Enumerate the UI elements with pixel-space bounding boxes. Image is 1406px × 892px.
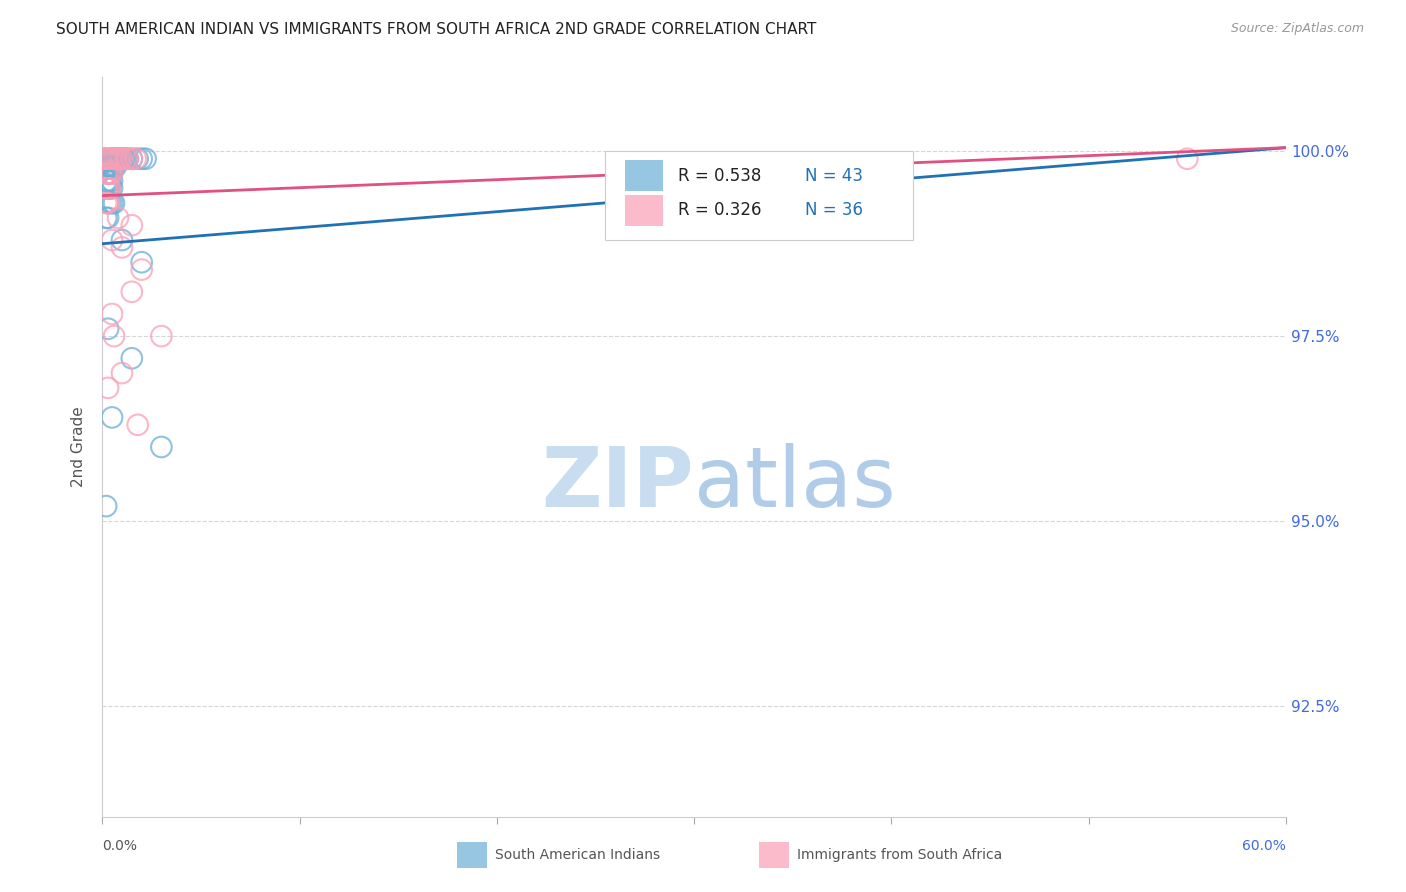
Point: [121, 152, 143, 166]
Point: [117, 152, 139, 166]
Text: 0.0%: 0.0%: [103, 838, 138, 853]
Point: [98, 174, 121, 188]
Point: [127, 152, 149, 166]
Point: [97, 167, 120, 181]
Point: [101, 181, 124, 195]
Text: R = 0.326: R = 0.326: [678, 202, 761, 219]
Point: [107, 152, 129, 166]
Text: R = 0.538: R = 0.538: [678, 167, 761, 185]
Point: [121, 285, 143, 299]
Point: [1175, 152, 1198, 166]
Point: [131, 262, 153, 277]
Point: [112, 152, 135, 166]
Point: [103, 152, 125, 166]
Point: [98, 152, 121, 166]
Point: [111, 240, 134, 254]
Point: [97, 174, 120, 188]
Y-axis label: 2nd Grade: 2nd Grade: [72, 407, 86, 487]
Point: [121, 351, 143, 366]
Point: [107, 152, 129, 166]
Text: 60.0%: 60.0%: [1241, 838, 1286, 853]
Point: [101, 233, 124, 247]
Point: [101, 167, 124, 181]
Point: [111, 152, 134, 166]
Point: [98, 181, 121, 195]
Point: [111, 233, 134, 247]
Bar: [626, 161, 664, 191]
Point: [96, 174, 118, 188]
Point: [101, 159, 124, 173]
Text: N = 36: N = 36: [806, 202, 863, 219]
Point: [97, 196, 120, 211]
Point: [108, 152, 131, 166]
Point: [103, 196, 125, 211]
Point: [97, 381, 120, 395]
Point: [96, 159, 118, 173]
Point: [121, 152, 143, 166]
Point: [98, 159, 121, 173]
Text: atlas: atlas: [695, 443, 896, 524]
Point: [97, 211, 120, 225]
Point: [117, 152, 139, 166]
Point: [103, 329, 125, 343]
Point: [98, 196, 121, 211]
Point: [107, 211, 129, 225]
Point: [115, 152, 138, 166]
Point: [135, 152, 157, 166]
Point: [111, 366, 134, 380]
Point: [131, 152, 153, 166]
Point: [125, 152, 148, 166]
Text: Source: ZipAtlas.com: Source: ZipAtlas.com: [1230, 22, 1364, 36]
Point: [101, 196, 124, 211]
Point: [108, 152, 131, 166]
Point: [103, 159, 125, 173]
Point: [150, 329, 173, 343]
Point: [98, 167, 121, 181]
Text: ZIP: ZIP: [541, 443, 695, 524]
Point: [105, 152, 128, 166]
Point: [101, 307, 124, 321]
Point: [97, 152, 120, 166]
Point: [101, 167, 124, 181]
Point: [103, 152, 125, 166]
Point: [97, 159, 120, 173]
Text: South American Indians: South American Indians: [495, 848, 661, 862]
Point: [93, 152, 115, 166]
Point: [97, 181, 120, 195]
Point: [96, 211, 118, 225]
Point: [111, 152, 134, 166]
Point: [101, 174, 124, 188]
Point: [101, 152, 124, 166]
Point: [97, 167, 120, 181]
Text: N = 43: N = 43: [806, 167, 863, 185]
FancyBboxPatch shape: [606, 152, 912, 240]
Point: [121, 219, 143, 233]
Point: [93, 152, 115, 166]
Point: [96, 152, 118, 166]
Point: [127, 417, 149, 432]
Point: [150, 440, 173, 454]
Point: [97, 196, 120, 211]
Point: [96, 499, 118, 513]
Point: [105, 159, 128, 173]
Point: [98, 152, 121, 166]
Point: [131, 255, 153, 269]
Point: [96, 196, 118, 211]
Point: [96, 181, 118, 195]
Bar: [759, 842, 789, 868]
Point: [101, 152, 124, 166]
Text: Immigrants from South Africa: Immigrants from South Africa: [797, 848, 1002, 862]
Point: [105, 152, 128, 166]
Bar: [626, 195, 664, 226]
Point: [115, 152, 138, 166]
Point: [96, 167, 118, 181]
Point: [97, 181, 120, 195]
Point: [97, 322, 120, 336]
Point: [101, 410, 124, 425]
Text: SOUTH AMERICAN INDIAN VS IMMIGRANTS FROM SOUTH AFRICA 2ND GRADE CORRELATION CHAR: SOUTH AMERICAN INDIAN VS IMMIGRANTS FROM…: [56, 22, 817, 37]
Point: [98, 181, 121, 195]
Bar: [457, 842, 486, 868]
